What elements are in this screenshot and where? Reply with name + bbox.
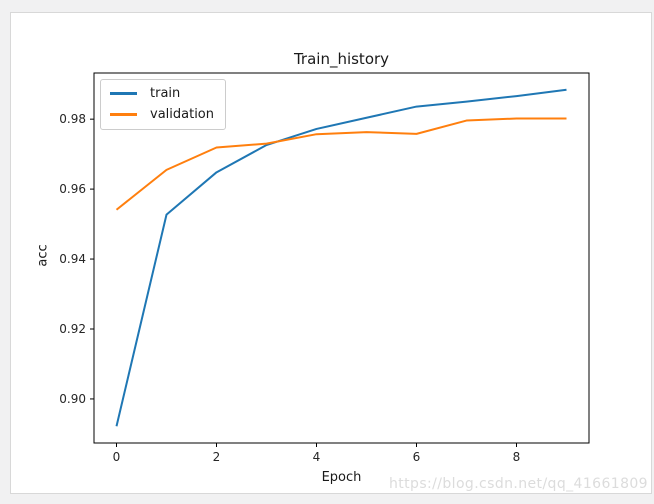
- y-tick-label: 0.96: [59, 182, 86, 196]
- y-tick-label: 0.90: [59, 392, 86, 406]
- y-tick-label: 0.94: [59, 252, 86, 266]
- legend-label-validation: validation: [150, 107, 215, 122]
- y-axis-label: acc: [35, 244, 51, 267]
- plot-area: 0 2 4 6 8 0.90 0.92 0.94 0.96 0.98: [59, 72, 590, 464]
- train-line-swatch: [110, 92, 137, 95]
- x-tick-label: 6: [413, 450, 421, 464]
- legend: train validation: [100, 79, 227, 130]
- legend-label-train: train: [150, 86, 181, 101]
- validation-line-swatch: [110, 113, 137, 116]
- legend-item-validation: validation: [110, 105, 214, 124]
- series-line-validation: [115, 117, 567, 211]
- chart-title: Train_history: [293, 50, 390, 68]
- watermark: https://blog.csdn.net/qq_41661809: [389, 476, 648, 492]
- x-tick-label: 4: [313, 450, 321, 464]
- x-tick-label: 0: [113, 450, 121, 464]
- series-line-train: [115, 88, 567, 427]
- x-tick-label: 2: [213, 450, 221, 464]
- x-tick-label: 8: [513, 450, 521, 464]
- figure-canvas: Train_history 0 2 4 6 8 0.90 0.92 0.94 0.96 0.98 …: [10, 12, 652, 494]
- legend-item-train: train: [110, 84, 214, 103]
- y-tick-label: 0.92: [59, 322, 86, 336]
- y-tick-label: 0.98: [59, 112, 86, 126]
- x-axis-label: Epoch: [321, 470, 362, 485]
- axes-spines: [93, 72, 590, 444]
